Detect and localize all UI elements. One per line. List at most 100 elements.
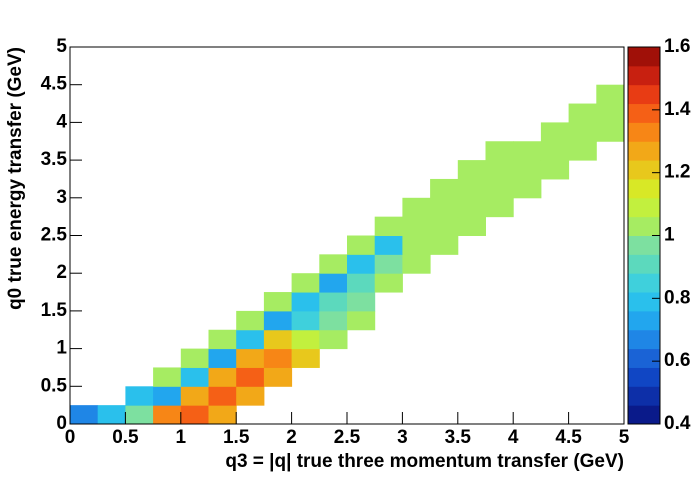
heatmap-cell: [263, 348, 293, 368]
heatmap-cell: [347, 254, 376, 274]
heatmap-cell: [457, 178, 486, 199]
colorbar-tick-label: 1.2: [664, 162, 690, 183]
heatmap-cell: [374, 273, 403, 293]
heatmap-cell: [153, 405, 182, 425]
heatmap-cell: [291, 310, 320, 331]
heatmap-cell: [319, 254, 348, 274]
colorbar-tick-label: 0.6: [664, 350, 690, 371]
x-tick-label: 0: [65, 427, 76, 448]
heatmap-cell: [596, 122, 625, 142]
heatmap-cell: [263, 367, 293, 387]
heatmap-cell: [263, 310, 293, 331]
y-tick-label: 1.5: [41, 300, 68, 321]
y-tick-label: 1: [56, 338, 67, 359]
heatmap-cell: [430, 235, 459, 255]
heatmap-cell: [374, 216, 403, 236]
heatmap-cell: [180, 386, 209, 406]
y-tick-label: 3.5: [41, 149, 68, 170]
heatmap-cell: [430, 178, 459, 199]
colorbar-swatch: [628, 47, 660, 67]
x-tick-label: 2: [286, 427, 297, 448]
colorbar-swatch: [628, 178, 660, 199]
heatmap-cell: [347, 273, 376, 293]
heatmap-cell: [236, 310, 265, 331]
colorbar-swatch: [628, 310, 660, 331]
y-tick-label: 0: [56, 413, 67, 434]
heatmap-cell: [97, 405, 126, 425]
heatmap-cell: [513, 141, 542, 161]
colorbar-swatch: [628, 367, 660, 387]
colorbar-swatch: [628, 197, 660, 218]
y-tick-label: 3: [56, 187, 67, 208]
heatmap-cell: [568, 103, 597, 123]
x-tick-label: 5: [619, 427, 630, 448]
heatmap-cell: [485, 178, 514, 199]
heatmap-cell: [180, 348, 209, 368]
heatmap-cell: [402, 216, 431, 236]
x-tick-label: 1: [176, 427, 187, 448]
colorbar-tick-label: 0.8: [664, 287, 690, 308]
heatmap-cell: [540, 160, 570, 180]
x-axis-title: q3 = |q| true three momentum transfer (G…: [225, 451, 624, 472]
x-tick-label: 4.5: [555, 427, 582, 448]
heatmap-cell: [430, 216, 459, 236]
heatmap-cell: [513, 178, 542, 199]
heatmap-cell: [291, 292, 320, 312]
x-tick-label: 3: [397, 427, 408, 448]
heatmap-cell: [347, 235, 376, 255]
heatmap-cell: [263, 329, 293, 350]
colorbar-tick-label: 1: [664, 225, 675, 246]
heatmap-cell: [319, 292, 348, 312]
x-tick-label: 1.5: [223, 427, 250, 448]
colorbar-swatch: [628, 65, 660, 86]
heatmap-cell: [319, 329, 348, 350]
heatmap-cell: [180, 405, 209, 425]
heatmap-cell: [180, 367, 209, 387]
heatmap-cell: [402, 197, 431, 218]
heatmap-cell: [125, 386, 154, 406]
heatmap-cell: [457, 216, 486, 236]
heatmap-cell: [125, 405, 154, 425]
heatmap-cell: [70, 405, 99, 425]
heatmap-cell: [513, 160, 542, 180]
heatmap-cell: [319, 310, 348, 331]
colorbar-tick-label: 1.4: [664, 99, 691, 120]
x-tick-label: 4: [508, 427, 519, 448]
heatmap-cell: [485, 141, 514, 161]
heatmap-cell: [153, 367, 182, 387]
heatmap-cell: [236, 329, 265, 350]
heatmap-cell: [540, 122, 570, 142]
heatmap-cell: [291, 348, 320, 368]
heatmap-cell: [236, 386, 265, 406]
x-tick-label: 2.5: [334, 427, 361, 448]
colorbar-tick-label: 0.4: [664, 413, 691, 434]
y-tick-label: 5: [56, 36, 67, 57]
x-tick-label: 0.5: [112, 427, 139, 448]
colorbar-swatch: [628, 329, 660, 350]
colorbar-swatch: [628, 405, 660, 425]
colorbar-swatch: [628, 216, 660, 236]
heatmap-cell: [485, 160, 514, 180]
heatmap-cell: [208, 348, 237, 368]
y-axis-title: q0 true energy transfer (GeV): [5, 47, 26, 310]
heatmap-cell: [402, 235, 431, 255]
colorbar-swatch: [628, 84, 660, 105]
y-tick-label: 2.5: [41, 225, 68, 246]
heatmap-cell: [263, 292, 293, 312]
heatmap-cell: [568, 141, 597, 161]
heatmap-cell: [208, 386, 237, 406]
colorbar-tick-label: 1.6: [664, 36, 690, 57]
colorbar-swatch: [628, 160, 660, 180]
heatmap-cell: [291, 273, 320, 293]
heatmap-cell: [540, 141, 570, 161]
heatmap-cell: [457, 160, 486, 180]
heatmap-cell: [236, 367, 265, 387]
colorbar-swatch: [628, 235, 660, 255]
y-tick-label: 0.5: [41, 375, 68, 396]
heatmap-cell: [596, 84, 625, 105]
heatmap-cell: [430, 197, 459, 218]
heatmap-cell: [485, 197, 514, 218]
colorbar-swatch: [628, 292, 660, 312]
heatmap-cell: [568, 122, 597, 142]
